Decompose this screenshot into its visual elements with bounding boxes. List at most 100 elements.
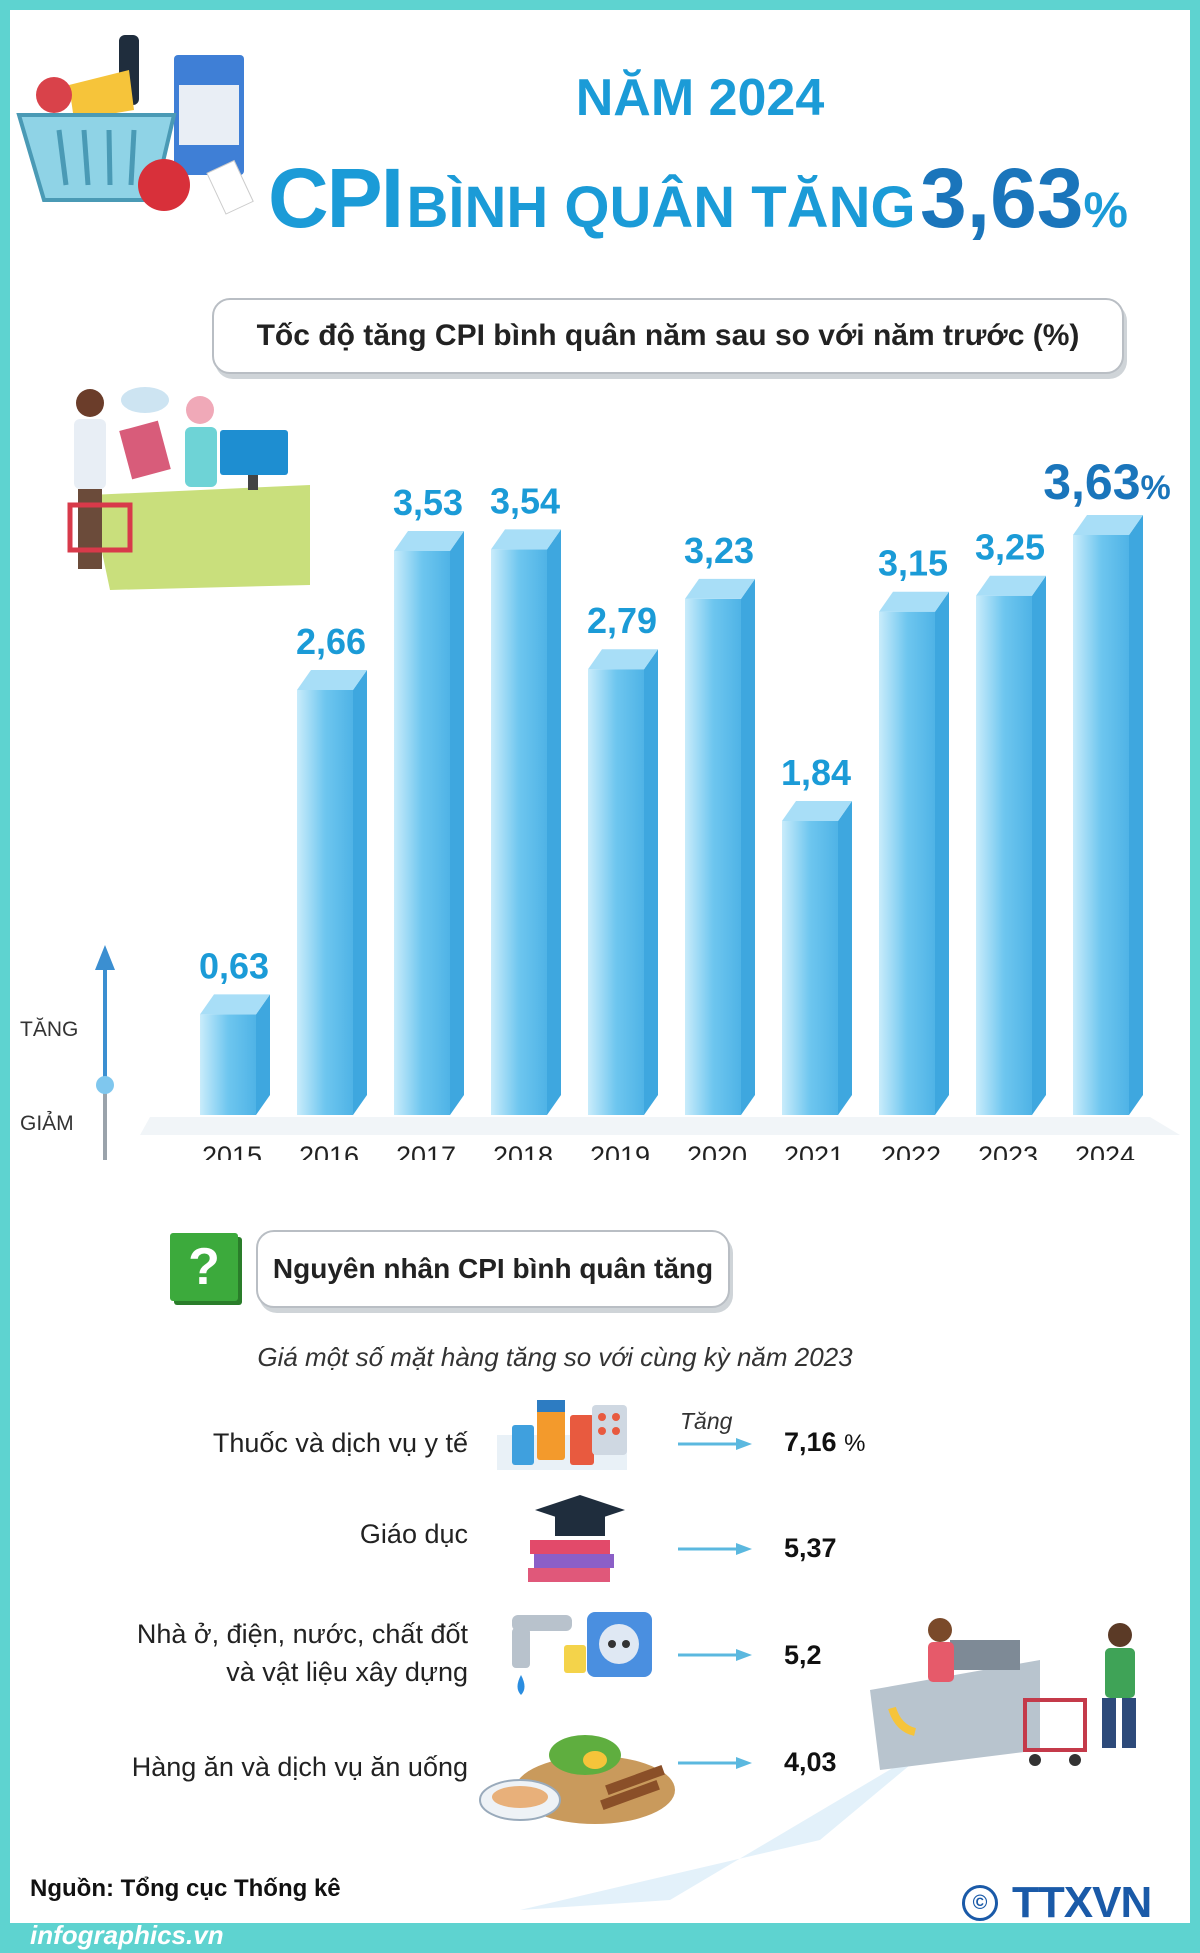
category-label-2017: 2017 bbox=[396, 1141, 456, 1160]
title-value: 3,63 bbox=[920, 151, 1084, 245]
frame-bottom bbox=[0, 1923, 1200, 1953]
bar-group-2022 bbox=[879, 591, 949, 1115]
reason-label-2: Giáo dục bbox=[359, 1519, 468, 1549]
reason-label-4: Hàng ăn và dịch vụ ăn uống bbox=[131, 1752, 468, 1782]
axis-legend-down: GIẢM bbox=[20, 1112, 74, 1135]
bar-top-2015 bbox=[200, 994, 270, 1015]
axis-up-arrowhead bbox=[95, 945, 115, 970]
bar-side-2017 bbox=[450, 530, 464, 1115]
arrow-icon-4 bbox=[678, 1757, 752, 1769]
reasons-note: Giá một số mặt hàng tăng so với cùng kỳ … bbox=[257, 1342, 853, 1372]
reason-value-1-unit: % bbox=[844, 1430, 866, 1457]
store-checkout-illustration bbox=[520, 1618, 1136, 1910]
copyright-icon: © bbox=[962, 1885, 998, 1921]
value-label-2023: 3,25 bbox=[975, 527, 1045, 568]
bar-group-2017 bbox=[394, 530, 464, 1115]
bar-2021 bbox=[782, 821, 838, 1115]
bar-top-2024 bbox=[1073, 515, 1143, 535]
value-label-unit: % bbox=[1141, 469, 1171, 507]
category-label-2023: 2023 bbox=[978, 1141, 1038, 1160]
category-label-2021: 2021 bbox=[784, 1141, 844, 1160]
bar-group-2018 bbox=[491, 529, 561, 1115]
bar-group-2020 bbox=[685, 578, 755, 1115]
medicine-icon bbox=[497, 1400, 627, 1470]
bar-2017 bbox=[394, 550, 450, 1115]
arrow-icon-3 bbox=[678, 1649, 752, 1661]
food-plate-icon bbox=[479, 1735, 675, 1824]
bar-2019 bbox=[588, 669, 644, 1115]
bar-group-2024 bbox=[1073, 515, 1143, 1115]
reason-label-3-line1: Nhà ở, điện, nước, chất đốt bbox=[136, 1619, 468, 1649]
cpi-bar-chart: 0,63 2015 2,66 2016 3,53 2017 3,54 2018 2,79 2019… bbox=[95, 454, 1180, 1160]
bar-side-2015 bbox=[256, 994, 270, 1115]
category-label-2016: 2016 bbox=[299, 1141, 359, 1160]
bar-top-2018 bbox=[491, 529, 561, 550]
bar-top-2022 bbox=[879, 591, 949, 612]
bar-2018 bbox=[491, 549, 547, 1115]
bar-top-2017 bbox=[394, 530, 464, 551]
value-label-2022: 3,15 bbox=[878, 543, 948, 584]
category-label-2018: 2018 bbox=[493, 1141, 553, 1160]
chart-subtitle: Tốc độ tăng CPI bình quân năm sau so với… bbox=[212, 298, 1124, 374]
bar-group-2015 bbox=[200, 994, 270, 1115]
value-label-2018: 3,54 bbox=[490, 480, 560, 521]
arrow-icon-2 bbox=[678, 1543, 752, 1555]
bar-top-2019 bbox=[588, 649, 658, 670]
bar-top-2023 bbox=[976, 575, 1046, 596]
brand-block: © TTXVN bbox=[962, 1878, 1152, 1928]
axis-pivot bbox=[96, 1076, 114, 1094]
bar-side-2022 bbox=[935, 591, 949, 1115]
graduation-books-icon bbox=[528, 1495, 625, 1582]
bar-side-2016 bbox=[353, 669, 367, 1115]
category-label-2024: 2024 bbox=[1075, 1141, 1135, 1160]
value-label-2017: 3,53 bbox=[393, 482, 463, 523]
axis-legend-up: TĂNG bbox=[20, 1018, 79, 1041]
value-label-2021: 1,84 bbox=[781, 752, 851, 793]
value-label-2024: 3,63% bbox=[1043, 454, 1171, 510]
reasons-title: Nguyên nhân CPI bình quân tăng bbox=[256, 1230, 730, 1308]
bar-group-2021 bbox=[782, 801, 852, 1115]
source-line: Nguồn: Tổng cục Thống kê bbox=[30, 1875, 341, 1903]
title-main: CPI BÌNH QUÂN TĂNG 3,63% bbox=[268, 150, 1168, 247]
bar-top-2016 bbox=[297, 669, 367, 690]
bar-2020 bbox=[685, 598, 741, 1115]
bar-2024 bbox=[1073, 535, 1129, 1115]
reason-value-1-number: 7,16 bbox=[784, 1427, 837, 1457]
question-icon: ? bbox=[170, 1233, 238, 1301]
bar-side-2018 bbox=[547, 529, 561, 1115]
reason-value-3: 5,2 bbox=[784, 1640, 822, 1670]
bar-2015 bbox=[200, 1014, 256, 1115]
bar-side-2020 bbox=[741, 578, 755, 1115]
bar-group-2023 bbox=[976, 575, 1046, 1115]
category-label-2022: 2022 bbox=[881, 1141, 941, 1160]
bar-side-2019 bbox=[644, 649, 658, 1115]
bar-group-2019 bbox=[588, 649, 658, 1115]
value-label-2015: 0,63 bbox=[199, 945, 269, 986]
bar-side-2021 bbox=[838, 801, 852, 1115]
title-year: NĂM 2024 bbox=[575, 69, 825, 127]
reason-label-3: Nhà ở, điện, nước, chất đốt và vật liệu … bbox=[48, 1615, 468, 1691]
reason-value-4: 4,03 bbox=[784, 1747, 837, 1777]
frame-right bbox=[1190, 0, 1200, 1953]
site-link[interactable]: infographics.vn bbox=[30, 1920, 224, 1950]
reason-value-2: 5,37 bbox=[784, 1533, 837, 1563]
frame-left bbox=[0, 0, 10, 1953]
ttxvn-logo: TTXVN bbox=[1012, 1878, 1152, 1927]
bar-group-2016 bbox=[297, 669, 367, 1115]
reason-label-3-line2: và vật liệu xây dựng bbox=[226, 1657, 468, 1687]
title-cpi: CPI bbox=[268, 151, 404, 245]
arrow-word: Tăng bbox=[680, 1408, 733, 1434]
value-label-2019: 2,79 bbox=[587, 600, 657, 641]
bar-side-2023 bbox=[1032, 575, 1046, 1115]
source-label: Nguồn: bbox=[30, 1875, 114, 1902]
source-value: Tổng cục Thống kê bbox=[120, 1875, 341, 1902]
shopping-basket-illustration bbox=[16, 35, 254, 215]
chart-floor bbox=[140, 1117, 1180, 1135]
arrow-icon-1 bbox=[678, 1438, 752, 1450]
bar-top-2020 bbox=[685, 578, 755, 599]
bar-2016 bbox=[297, 689, 353, 1115]
category-label-2015: 2015 bbox=[202, 1141, 262, 1160]
cashier-illustration bbox=[67, 387, 310, 590]
bar-side-2024 bbox=[1129, 515, 1143, 1115]
